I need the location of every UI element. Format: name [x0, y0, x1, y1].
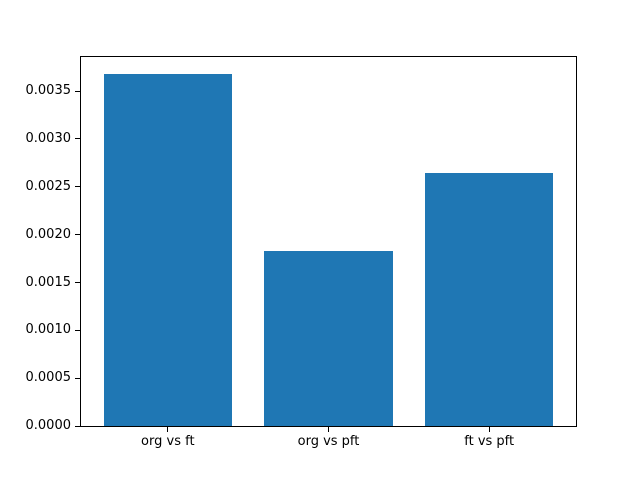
bar-ft-vs-pft [424, 173, 554, 426]
x-tick-mark [167, 427, 169, 432]
y-tick-label: 0.0005 [25, 370, 72, 386]
x-tick-label: org vs pft [297, 434, 360, 449]
y-tick-mark [75, 186, 80, 188]
y-tick-mark [75, 282, 80, 283]
x-tick-label: ft vs pft [464, 434, 515, 449]
y-tick-label: 0.0025 [25, 178, 72, 194]
y-tick-label: 0.0010 [25, 322, 72, 338]
plot-area [80, 56, 577, 427]
y-tick-mark [75, 377, 80, 379]
y-tick-label: 0.0035 [25, 83, 72, 99]
bar-org-vs-pft [264, 250, 393, 426]
y-tick-mark [75, 425, 80, 427]
bar-org-vs-ft [103, 73, 233, 426]
y-tick-label: 0.0020 [25, 226, 72, 242]
y-tick-label: 0.0015 [25, 274, 72, 290]
x-tick-mark [488, 427, 490, 432]
y-tick-label: 0.0030 [25, 130, 72, 146]
y-tick-mark [75, 90, 80, 92]
y-tick-mark [75, 329, 80, 331]
y-tick-mark [75, 138, 80, 140]
x-tick-label: org vs ft [141, 434, 195, 449]
y-tick-label: 0.0000 [25, 418, 72, 433]
y-tick-mark [75, 234, 80, 236]
x-tick-mark [328, 427, 329, 432]
